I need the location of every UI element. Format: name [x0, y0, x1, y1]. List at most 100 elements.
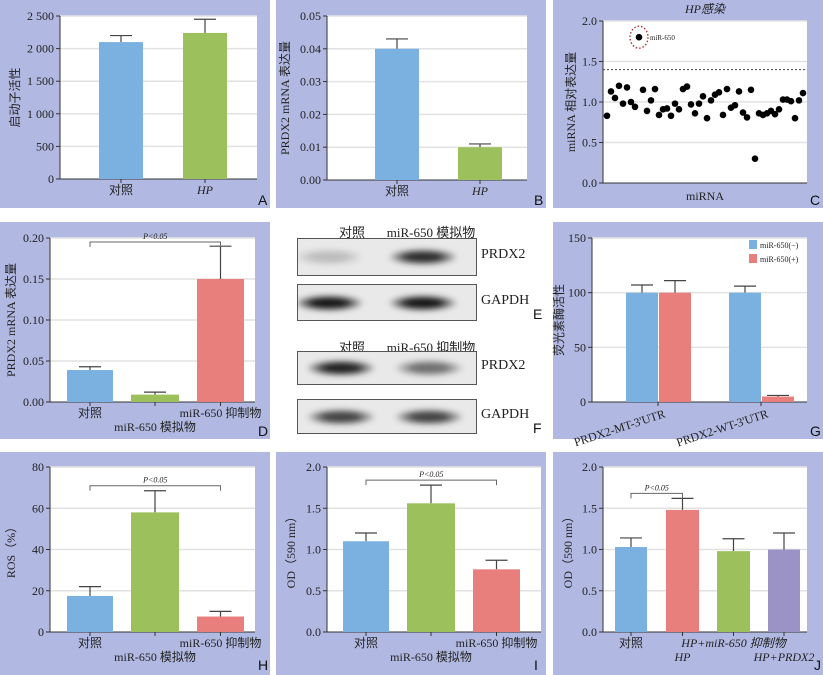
y-tick-label: 0.5 [582, 584, 597, 598]
y-tick-label: 500 [36, 139, 54, 153]
bar [717, 551, 750, 632]
data-point [719, 111, 727, 119]
bar [99, 42, 143, 179]
y-tick-label: 40 [32, 543, 44, 557]
data-point [611, 94, 619, 102]
y-tick-label: 150 [568, 231, 586, 245]
chart-title: HP感染 [684, 2, 727, 16]
data-point [795, 97, 803, 104]
bar [458, 147, 502, 180]
x-axis-label: miRNA [686, 189, 724, 203]
bar [407, 503, 455, 632]
data-point [735, 88, 743, 95]
data-point [747, 86, 755, 94]
y-tick-label: 1.5 [306, 501, 321, 515]
lane-label: 对照 [338, 225, 366, 240]
y-tick-label: 80 [32, 460, 44, 474]
data-point [615, 82, 623, 90]
y-axis-label: ROS（%） [4, 521, 18, 578]
panel-letter: H [258, 657, 268, 673]
data-point [743, 114, 751, 121]
panel-letter: E [533, 306, 543, 322]
x-tick-label: 对照 [619, 636, 643, 650]
data-point [703, 114, 711, 122]
blot-prdx2 [297, 238, 477, 276]
y-tick-label: 0.03 [300, 75, 321, 89]
y-axis-label: PRDX2 mRNA 表达量 [278, 41, 292, 155]
y-tick-label: 1.5 [582, 55, 597, 69]
y-tick-label: 2.0 [582, 460, 597, 474]
y-tick-label: 0 [38, 625, 44, 639]
panel-letter: B [534, 192, 543, 208]
protein-label: PRDX2 [481, 358, 526, 373]
legend-swatch [749, 240, 757, 249]
y-tick-label: 1.0 [306, 543, 321, 557]
data-point [787, 97, 795, 105]
x-tick-label: miR-650 抑制物 [456, 635, 538, 650]
bar [197, 279, 244, 402]
significance-label: P<0.05 [644, 483, 669, 492]
y-tick-label: 0.01 [300, 140, 321, 154]
y-axis-label: OD（590 nm） [561, 511, 575, 589]
bar [67, 370, 113, 402]
x-tick-label: HP [196, 183, 214, 197]
y-axis-label: 启动子活性 [8, 67, 22, 127]
legend-label: miR-650(+) [760, 255, 799, 264]
data-point [647, 97, 655, 104]
protein-band [298, 294, 363, 311]
data-point [723, 85, 731, 93]
bar [131, 512, 179, 632]
data-point [675, 105, 683, 113]
data-point [651, 85, 659, 93]
data-point [655, 111, 663, 119]
y-axis-label: OD（590 nm） [284, 511, 298, 589]
highlight-circle [629, 25, 649, 49]
y-tick-label: 0.0 [582, 176, 597, 190]
y-tick-label: 0 [48, 172, 54, 186]
y-tick-label: 0.05 [23, 354, 44, 368]
y-tick-label: 1.0 [582, 543, 597, 557]
bar [131, 394, 179, 402]
y-tick-label: 0.00 [300, 173, 321, 187]
protein-band [389, 249, 457, 265]
bar [473, 569, 520, 632]
x-tick-label: miR-650 抑制物 [180, 635, 262, 650]
y-tick-label: 0.5 [306, 584, 321, 598]
bar-minus [729, 292, 761, 402]
data-point [731, 101, 739, 109]
data-point [639, 86, 647, 94]
x-tick-label: HP [674, 650, 692, 664]
panel-letter: C [810, 192, 820, 208]
blot-gapdh [297, 284, 477, 321]
bar [183, 32, 227, 180]
y-tick-label: 1.5 [582, 501, 597, 515]
y-tick-label: 20 [32, 584, 44, 598]
data-point [775, 105, 783, 113]
bar [768, 549, 800, 632]
chart-b: 0.00 0.01 0.02 0.03 0.04 0.05 PRDX2 mRNA 表达量 B 对… [278, 9, 544, 208]
protein-band [389, 294, 457, 311]
panel-letter: A [258, 192, 268, 208]
data-point [623, 84, 631, 91]
bar [197, 616, 244, 632]
x-tick-label: HP+miR-650 抑制物 [680, 636, 787, 650]
data-point [663, 105, 671, 112]
x-tick-label: PRDX2-MT-3'UTR [572, 407, 667, 450]
panel-letter: F [533, 420, 542, 436]
bar [67, 595, 113, 632]
data-point [607, 88, 615, 95]
y-tick-label: 1.0 [582, 95, 597, 109]
significance-label: P<0.05 [142, 232, 167, 241]
x-tick-label: miR-650 抑制物 [180, 405, 262, 420]
chart-j: 0.0 0.5 1.0 1.5 2.0 OD（590 nm） J 对照 HPHP+miR-650… [561, 460, 821, 673]
protein-band [307, 408, 375, 425]
plot-area [60, 16, 257, 179]
y-tick-label: 50 [574, 340, 586, 354]
data-point [699, 93, 707, 100]
y-tick-label: 100 [568, 286, 586, 300]
y-tick-label: 0 [580, 395, 586, 409]
legend-swatch [749, 254, 757, 263]
y-tick-label: 1 500 [27, 74, 54, 88]
bar-minus [626, 292, 658, 402]
data-point [627, 98, 635, 106]
